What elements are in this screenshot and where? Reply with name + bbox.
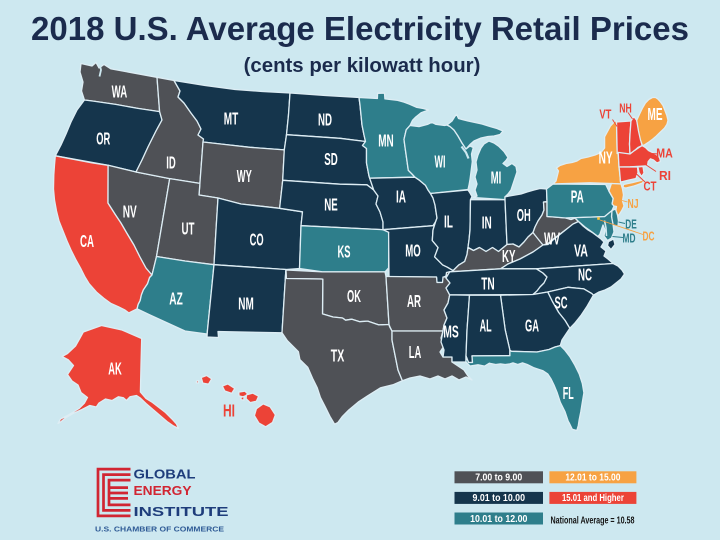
svg-text:KS: KS bbox=[338, 241, 351, 261]
svg-text:KY: KY bbox=[502, 246, 516, 266]
svg-text:9.01 to 10.00: 9.01 to 10.00 bbox=[473, 493, 526, 504]
svg-text:HI: HI bbox=[223, 401, 235, 421]
svg-text:CA: CA bbox=[80, 231, 94, 251]
svg-text:MO: MO bbox=[405, 240, 421, 260]
svg-text:National Average = 10.58: National Average = 10.58 bbox=[551, 515, 635, 527]
svg-text:U.S. CHAMBER OF COMMERCE: U.S. CHAMBER OF COMMERCE bbox=[95, 525, 224, 534]
svg-text:RI: RI bbox=[659, 169, 671, 183]
svg-text:VA: VA bbox=[574, 240, 588, 260]
svg-text:MS: MS bbox=[443, 321, 459, 341]
svg-text:SC: SC bbox=[555, 292, 568, 312]
svg-text:NY: NY bbox=[599, 148, 613, 168]
svg-text:NC: NC bbox=[578, 264, 592, 284]
svg-text:AL: AL bbox=[480, 315, 492, 335]
svg-text:CT: CT bbox=[644, 180, 657, 194]
svg-text:SD: SD bbox=[324, 149, 338, 169]
svg-text:PA: PA bbox=[571, 187, 584, 207]
svg-text:LA: LA bbox=[409, 342, 422, 362]
svg-text:ENERGY: ENERGY bbox=[134, 484, 193, 498]
svg-text:AR: AR bbox=[407, 291, 421, 311]
svg-text:ID: ID bbox=[166, 152, 176, 172]
svg-text:MA: MA bbox=[656, 147, 673, 161]
svg-text:INSTITUTE: INSTITUTE bbox=[134, 505, 229, 519]
svg-text:DE: DE bbox=[625, 218, 637, 232]
svg-text:GLOBAL: GLOBAL bbox=[134, 468, 196, 482]
svg-text:CO: CO bbox=[250, 229, 264, 249]
svg-text:OR: OR bbox=[96, 129, 110, 149]
svg-text:IL: IL bbox=[444, 211, 453, 231]
svg-text:UT: UT bbox=[182, 218, 195, 238]
svg-text:ND: ND bbox=[318, 109, 332, 129]
svg-text:NJ: NJ bbox=[628, 197, 639, 211]
svg-text:MD: MD bbox=[623, 232, 636, 246]
svg-text:15.01 and Higher: 15.01 and Higher bbox=[562, 493, 624, 504]
svg-text:FL: FL bbox=[563, 383, 574, 403]
svg-text:OH: OH bbox=[517, 205, 531, 225]
svg-text:AZ: AZ bbox=[169, 288, 183, 308]
svg-text:TX: TX bbox=[331, 345, 345, 365]
svg-text:ME: ME bbox=[648, 104, 663, 124]
svg-text:TN: TN bbox=[481, 274, 495, 294]
svg-text:VT: VT bbox=[599, 108, 611, 122]
svg-text:IN: IN bbox=[482, 212, 492, 232]
svg-text:NV: NV bbox=[123, 202, 137, 222]
svg-text:NM: NM bbox=[238, 293, 254, 313]
svg-text:WA: WA bbox=[112, 81, 128, 101]
svg-text:GA: GA bbox=[525, 315, 539, 335]
svg-text:OK: OK bbox=[347, 286, 361, 306]
svg-text:12.01 to 15.00: 12.01 to 15.00 bbox=[565, 473, 621, 484]
svg-text:WY: WY bbox=[237, 166, 252, 186]
svg-text:10.01 to 12.00: 10.01 to 12.00 bbox=[470, 514, 528, 525]
svg-text:WI: WI bbox=[435, 152, 446, 172]
svg-text:AK: AK bbox=[108, 358, 122, 378]
svg-text:MI: MI bbox=[491, 167, 502, 187]
svg-text:7.00 to 9.00: 7.00 to 9.00 bbox=[475, 473, 522, 484]
svg-text:MT: MT bbox=[224, 109, 239, 129]
svg-text:IA: IA bbox=[396, 186, 406, 206]
svg-text:WV: WV bbox=[544, 228, 560, 248]
svg-text:NH: NH bbox=[619, 102, 632, 116]
svg-text:DC: DC bbox=[643, 230, 655, 244]
svg-text:MN: MN bbox=[378, 131, 394, 151]
svg-text:NE: NE bbox=[324, 194, 338, 214]
